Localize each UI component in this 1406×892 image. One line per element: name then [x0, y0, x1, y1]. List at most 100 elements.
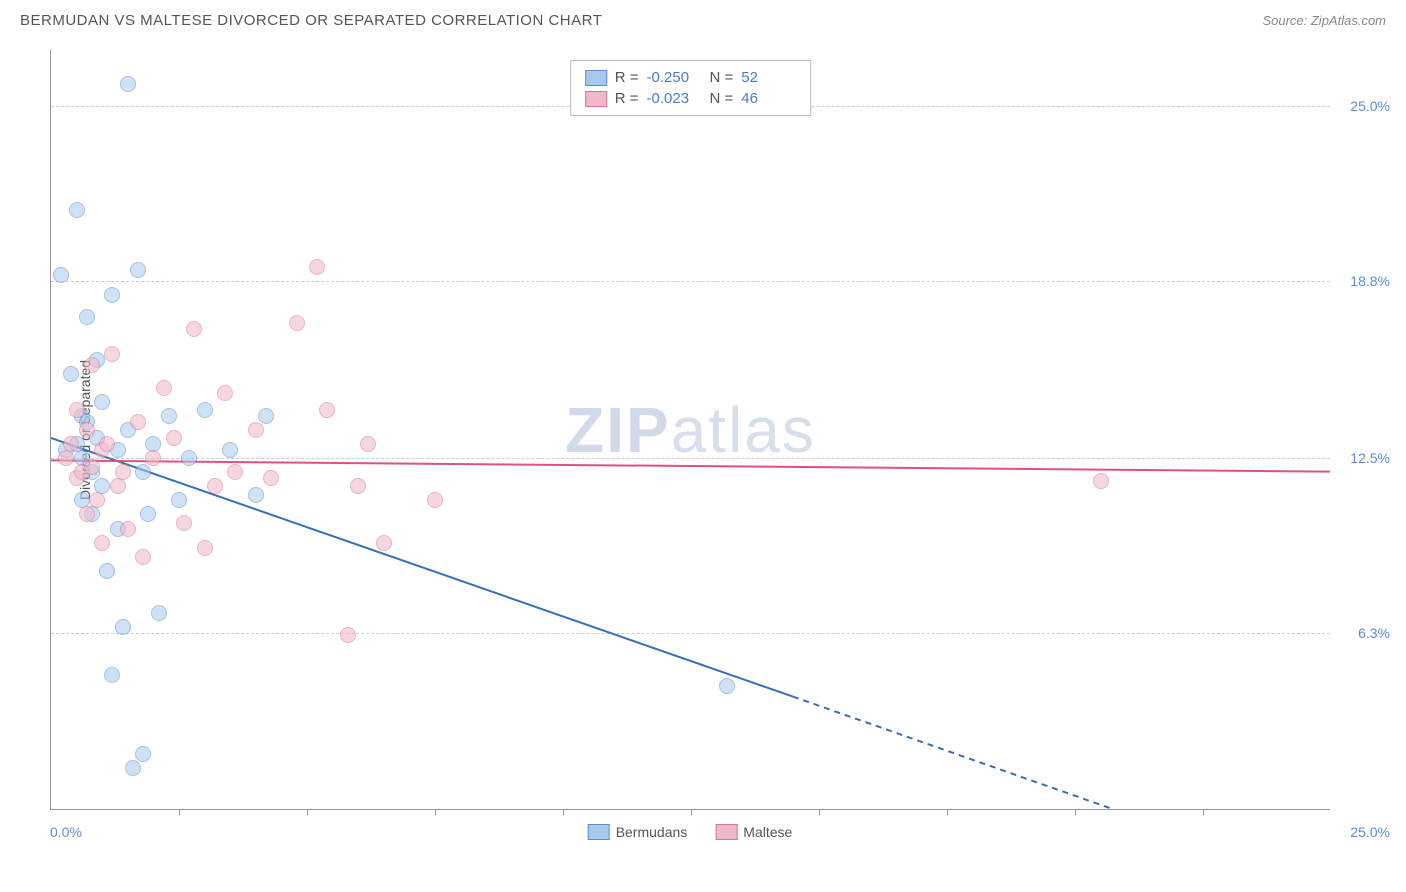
data-point: [135, 464, 151, 480]
legend-item: Maltese: [715, 824, 792, 840]
chart-title: BERMUDAN VS MALTESE DIVORCED OR SEPARATE…: [20, 12, 602, 29]
r-label: R =: [615, 69, 639, 86]
data-point: [125, 760, 141, 776]
watermark: ZIPatlas: [565, 393, 816, 467]
data-point: [99, 563, 115, 579]
data-point: [176, 515, 192, 531]
gridline: [51, 633, 1330, 634]
x-tick: [307, 809, 308, 815]
legend-swatch: [585, 91, 607, 107]
legend-item: Bermudans: [588, 824, 688, 840]
data-point: [94, 394, 110, 410]
n-value: 52: [741, 69, 796, 86]
gridline: [51, 281, 1330, 282]
data-point: [99, 436, 115, 452]
data-point: [222, 442, 238, 458]
x-tick: [563, 809, 564, 815]
data-point: [84, 357, 100, 373]
data-point: [197, 540, 213, 556]
r-value: -0.250: [647, 69, 702, 86]
data-point: [207, 478, 223, 494]
x-axis-max-label: 25.0%: [1350, 824, 1390, 840]
x-tick: [179, 809, 180, 815]
header: BERMUDAN VS MALTESE DIVORCED OR SEPARATE…: [0, 0, 1406, 37]
plot-region: ZIPatlas 6.3%12.5%18.8%25.0%R =-0.250N =…: [50, 50, 1330, 810]
chart-area: Divorced or Separated ZIPatlas 6.3%12.5%…: [50, 50, 1330, 810]
y-tick-label: 12.5%: [1350, 450, 1390, 466]
data-point: [309, 259, 325, 275]
data-point: [171, 492, 187, 508]
data-point: [360, 436, 376, 452]
data-point: [84, 459, 100, 475]
data-point: [166, 430, 182, 446]
data-point: [427, 492, 443, 508]
data-point: [263, 470, 279, 486]
source-label: Source: ZipAtlas.com: [1262, 13, 1386, 28]
x-tick: [1203, 809, 1204, 815]
data-point: [248, 487, 264, 503]
legend-swatch: [588, 824, 610, 840]
data-point: [340, 627, 356, 643]
data-point: [319, 402, 335, 418]
data-point: [69, 402, 85, 418]
legend-swatch: [715, 824, 737, 840]
data-point: [130, 414, 146, 430]
data-point: [719, 678, 735, 694]
data-point: [63, 436, 79, 452]
data-point: [69, 202, 85, 218]
data-point: [110, 478, 126, 494]
n-label: N =: [710, 69, 734, 86]
data-point: [120, 521, 136, 537]
data-point: [186, 321, 202, 337]
legend-label: Bermudans: [616, 824, 688, 840]
data-point: [248, 422, 264, 438]
data-point: [135, 746, 151, 762]
trendlines: [51, 50, 1330, 809]
data-point: [258, 408, 274, 424]
legend-label: Maltese: [743, 824, 792, 840]
legend-bottom: Bermudans Maltese: [588, 824, 793, 840]
data-point: [79, 309, 95, 325]
x-tick: [691, 809, 692, 815]
x-tick: [435, 809, 436, 815]
n-label: N =: [710, 90, 734, 107]
legend-row: R = -0.250 N = 52: [585, 67, 797, 88]
data-point: [89, 492, 105, 508]
data-point: [94, 535, 110, 551]
data-point: [130, 262, 146, 278]
data-point: [58, 450, 74, 466]
y-tick-label: 25.0%: [1350, 98, 1390, 114]
data-point: [350, 478, 366, 494]
y-tick-label: 6.3%: [1358, 625, 1390, 641]
data-point: [104, 667, 120, 683]
data-point: [227, 464, 243, 480]
data-point: [376, 535, 392, 551]
x-tick: [1075, 809, 1076, 815]
data-point: [161, 408, 177, 424]
data-point: [63, 366, 79, 382]
data-point: [104, 346, 120, 362]
data-point: [115, 619, 131, 635]
data-point: [135, 549, 151, 565]
data-point: [79, 422, 95, 438]
data-point: [79, 506, 95, 522]
data-point: [1093, 473, 1109, 489]
data-point: [120, 76, 136, 92]
data-point: [104, 287, 120, 303]
data-point: [217, 385, 233, 401]
data-point: [53, 267, 69, 283]
data-point: [145, 450, 161, 466]
data-point: [181, 450, 197, 466]
legend-swatch: [585, 70, 607, 86]
legend-row: R =-0.023N =46: [585, 88, 797, 109]
data-point: [140, 506, 156, 522]
data-point: [151, 605, 167, 621]
gridline: [51, 458, 1330, 459]
r-value: -0.023: [647, 90, 702, 107]
data-point: [289, 315, 305, 331]
r-label: R =: [615, 90, 639, 107]
x-tick: [819, 809, 820, 815]
x-tick: [947, 809, 948, 815]
x-axis-min-label: 0.0%: [50, 824, 82, 840]
data-point: [115, 464, 131, 480]
